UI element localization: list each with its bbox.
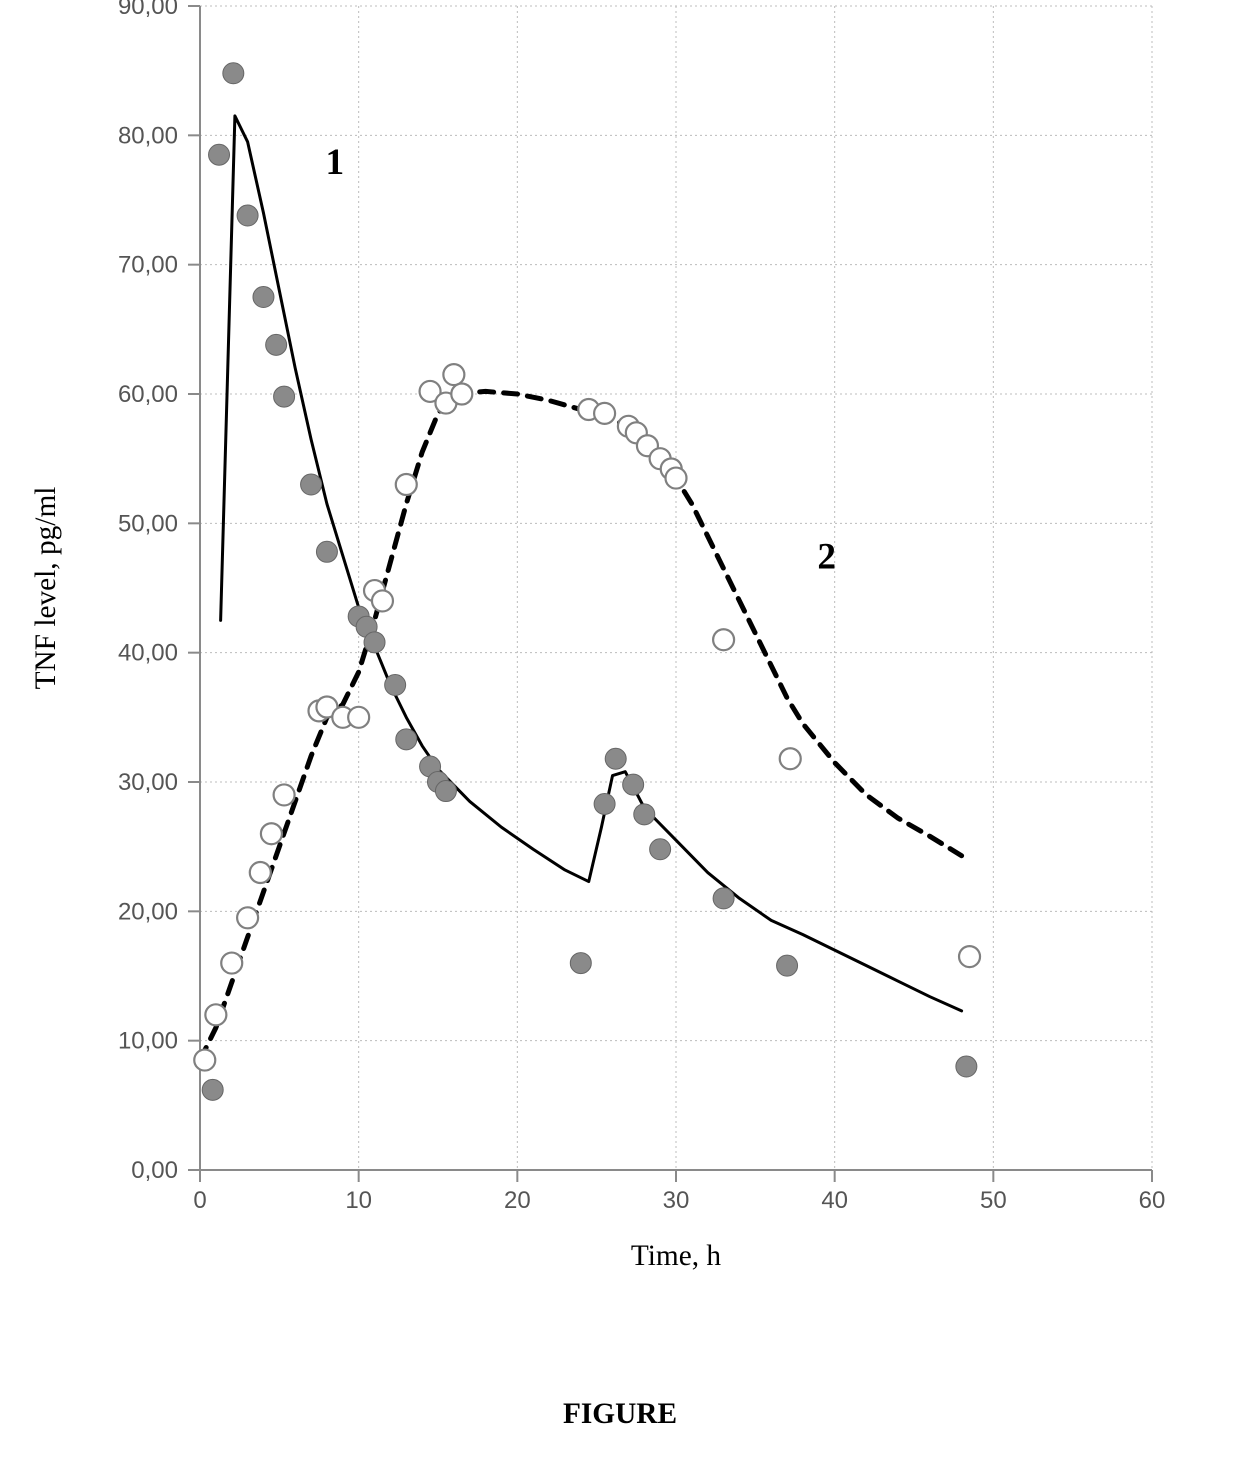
data-point xyxy=(713,888,734,909)
data-point xyxy=(266,334,287,355)
data-point xyxy=(634,804,655,825)
figure-caption: FIGURE xyxy=(0,1398,1240,1431)
data-point xyxy=(237,907,258,928)
y-tick-label: 80,00 xyxy=(118,122,178,149)
data-point xyxy=(223,63,244,84)
data-point xyxy=(209,144,230,165)
x-tick-label: 50 xyxy=(980,1187,1007,1214)
tnf-chart: 0 10 20 30 40 50 60 0,00 10,00 20,00 30,00 40,00 50,… xyxy=(0,0,1240,1481)
series-label: 1 xyxy=(326,142,345,183)
data-point xyxy=(250,862,271,883)
y-axis-label: TNF level, pg/ml xyxy=(30,487,62,690)
data-point xyxy=(594,793,615,814)
data-point xyxy=(570,953,591,974)
data-point xyxy=(221,953,242,974)
data-point xyxy=(202,1079,223,1100)
data-point xyxy=(253,287,274,308)
y-tick-label: 70,00 xyxy=(118,252,178,279)
figure-container: 0 10 20 30 40 50 60 0,00 10,00 20,00 30,00 40,00 50,… xyxy=(0,0,1240,1481)
y-tick-label: 50,00 xyxy=(118,510,178,537)
data-point xyxy=(348,707,369,728)
data-point xyxy=(777,955,798,976)
y-tick-label: 10,00 xyxy=(118,1028,178,1055)
data-point xyxy=(650,839,671,860)
data-point xyxy=(274,386,295,407)
data-point xyxy=(194,1050,215,1071)
data-point xyxy=(396,729,417,750)
data-point xyxy=(443,364,464,385)
data-point xyxy=(451,384,472,405)
x-axis-label: Time, h xyxy=(631,1240,722,1272)
x-tick-label: 0 xyxy=(193,1187,206,1214)
y-tick-label: 0,00 xyxy=(131,1157,178,1184)
x-tick-label: 60 xyxy=(1139,1187,1166,1214)
data-point xyxy=(435,781,456,802)
data-point xyxy=(396,474,417,495)
series-label: 2 xyxy=(817,537,836,578)
data-point xyxy=(261,823,282,844)
data-point xyxy=(713,629,734,650)
y-tick-label: 40,00 xyxy=(118,640,178,667)
data-point xyxy=(205,1004,226,1025)
data-point xyxy=(372,590,393,611)
data-point xyxy=(301,474,322,495)
data-point xyxy=(364,632,385,653)
y-tick-label: 20,00 xyxy=(118,898,178,925)
data-point xyxy=(956,1056,977,1077)
data-point xyxy=(605,748,626,769)
data-point xyxy=(780,748,801,769)
data-point xyxy=(274,784,295,805)
x-tick-label: 40 xyxy=(821,1187,848,1214)
data-point xyxy=(385,675,406,696)
data-point xyxy=(316,541,337,562)
data-point xyxy=(237,205,258,226)
x-tick-label: 30 xyxy=(663,1187,690,1214)
data-point xyxy=(594,403,615,424)
y-tick-label: 60,00 xyxy=(118,381,178,408)
data-point xyxy=(666,468,687,489)
data-point xyxy=(959,946,980,967)
y-tick-label: 90,00 xyxy=(118,0,178,20)
y-tick-label: 30,00 xyxy=(118,769,178,796)
x-tick-label: 20 xyxy=(504,1187,531,1214)
data-point xyxy=(623,774,644,795)
x-tick-label: 10 xyxy=(345,1187,372,1214)
